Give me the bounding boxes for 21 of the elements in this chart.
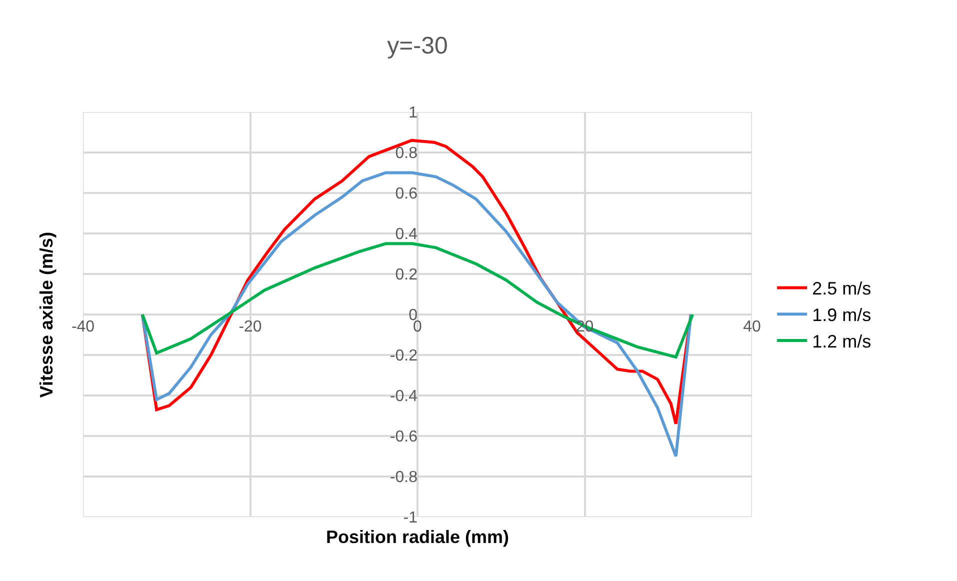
- y-tick-label: -0.8: [390, 469, 418, 486]
- x-tick-label: 40: [743, 318, 761, 336]
- legend-label: 1.2 m/s: [812, 332, 872, 352]
- y-tick-label: 0.2: [395, 266, 418, 284]
- y-tick-label: 0.6: [395, 186, 418, 203]
- y-axis-title: Vitesse axiale (m/s): [36, 232, 57, 398]
- line-series: [140, 171, 692, 458]
- x-axis-title: Position radiale (mm): [326, 527, 510, 547]
- legend-label: 1.9 m/s: [812, 305, 872, 326]
- y-tick-label: 0.4: [395, 226, 418, 244]
- line-series: [140, 242, 694, 359]
- chart-title: y=-30: [387, 32, 448, 60]
- y-tick-label: -0.6: [390, 428, 418, 446]
- x-tick-label: -20: [238, 318, 262, 336]
- y-tick-label: -1: [403, 510, 418, 527]
- x-tick-label: -40: [71, 318, 95, 336]
- legend-label: 2.5 m/s: [812, 278, 872, 299]
- y-tick-label: 0.8: [395, 145, 418, 162]
- y-tick-label: -0.2: [390, 348, 418, 365]
- y-tick-label: -0.4: [390, 388, 418, 406]
- y-tick-label: 1: [408, 104, 418, 122]
